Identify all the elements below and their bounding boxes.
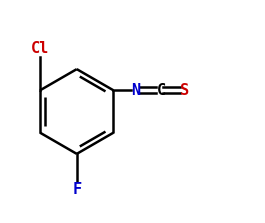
Text: S: S (180, 83, 189, 98)
Text: F: F (72, 182, 81, 197)
Text: Cl: Cl (31, 41, 49, 56)
Text: C: C (156, 83, 166, 98)
Text: N: N (131, 83, 140, 98)
